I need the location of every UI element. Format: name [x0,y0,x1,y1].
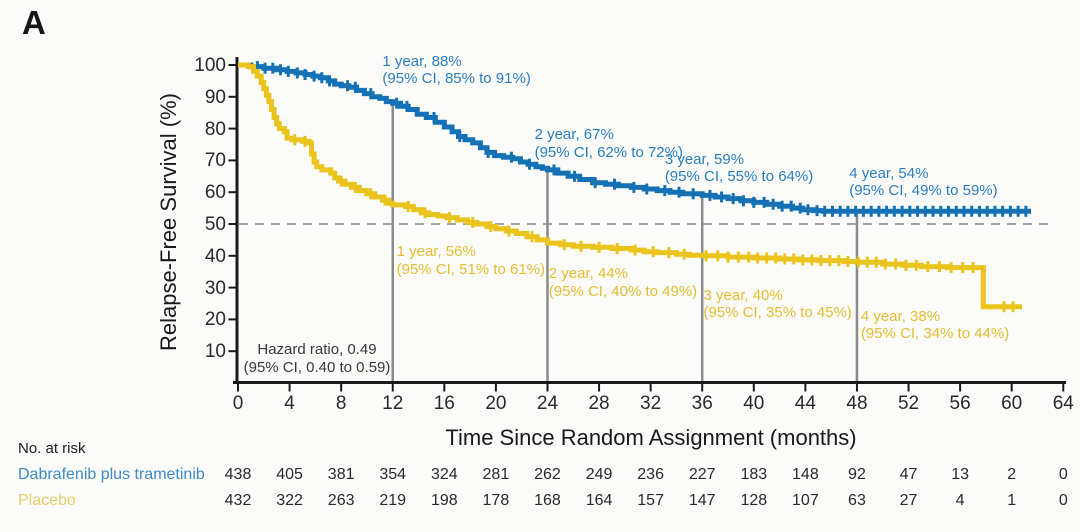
risk-count: 236 [637,466,664,483]
x-tick-label: 24 [536,393,559,414]
risk-count: 219 [379,492,407,509]
annotation-line1: 2 year, 67% [534,126,614,144]
x-tick-label: 0 [232,393,244,414]
annotation-line1: 4 year, 54% [849,164,929,182]
annotation-placebo-2yr: 2 year, 44% (95% CI, 40% to 49%) [549,265,697,300]
x-tick-label: 64 [1052,393,1074,414]
risk-count: 249 [585,466,613,483]
panel-label: A [22,4,46,41]
risk-count: 92 [848,466,866,483]
risk-count: 198 [430,492,458,509]
annotation-line2: (95% CI, 40% to 49%) [548,282,698,300]
curve-treatment [238,62,1031,214]
risk-count: 322 [276,492,303,509]
annotation-line2: (95% CI, 49% to 59%) [849,182,998,200]
x-tick-label: 12 [382,393,404,414]
x-tick-label: 60 [1001,393,1023,414]
y-tick-label: 100 [194,55,226,76]
risk-count: 438 [224,466,252,483]
risk-count: 157 [637,492,664,509]
annotation-line2: (95% CI, 51% to 61%) [396,260,545,278]
annotation-placebo-3yr: 3 year, 40% (95% CI, 35% to 45%) [704,287,852,322]
risk-count: 1 [1007,492,1017,509]
risk-count: 47 [899,466,918,483]
x-tick-label: 40 [743,393,765,414]
annotation-line1: 2 year, 44% [548,265,628,283]
risk-count: 432 [224,492,252,509]
risk-count: 183 [740,466,768,483]
risk-count: 168 [534,492,561,509]
risk-row-label-placebo: Placebo [18,492,76,509]
x-tick-label: 36 [691,393,713,414]
annotation-line2: (95% CI, 55% to 64%) [664,168,814,186]
x-tick-label: 16 [433,393,455,414]
risk-count: 263 [327,492,355,509]
annotation-line1: 3 year, 40% [703,286,783,304]
risk-count: 405 [276,466,303,483]
annotation-treatment-4yr: 4 year, 54% (95% CI, 49% to 59%) [849,165,997,200]
risk-row-label-treatment: Dabrafenib plus trametinib [18,466,205,483]
y-tick-label: 60 [204,182,226,204]
risk-count: 324 [430,466,458,483]
risk-table-header: No. at risk [18,440,86,457]
x-tick-label: 32 [640,393,662,414]
risk-count: 128 [740,492,768,509]
y-tick-label: 20 [204,309,226,331]
risk-count: 2 [1007,466,1017,483]
annotation-placebo-4yr: 4 year, 38% (95% CI, 34% to 44%) [861,308,1009,343]
y-tick-label: 30 [204,277,226,299]
annotation-line1: 1 year, 56% [396,243,476,261]
y-tick-label: 90 [204,86,226,108]
risk-count: 0 [1058,492,1068,509]
risk-count: 227 [688,466,716,483]
x-tick-label: 28 [588,393,610,414]
y-tick-label: 70 [204,150,226,172]
x-tick-label: 20 [485,393,507,414]
annotation-treatment-1yr: 1 year, 88% (95% CI, 85% to 91%) [382,53,530,88]
annotation-line2: (95% CI, 34% to 44%) [860,325,1010,343]
x-tick-label: 4 [284,393,295,414]
annotation-line1: 3 year, 59% [664,150,745,168]
risk-count: 262 [534,466,561,483]
risk-count: 147 [688,492,716,509]
annotation-treatment-3yr: 3 year, 59% (95% CI, 55% to 64%) [665,151,813,186]
risk-count: 27 [899,492,918,509]
y-tick-label: 40 [204,245,226,267]
annotation-line2: (95% CI, 62% to 72%) [534,143,683,161]
x-tick-label: 8 [335,393,347,414]
risk-count: 0 [1058,466,1068,483]
y-tick-label: 10 [204,341,226,363]
x-tick-label: 56 [949,393,971,414]
risk-count: 4 [955,492,965,509]
hazard-ratio-note: Hazard ratio, 0.49 (95% CI, 0.40 to 0.59… [236,341,398,376]
annotation-line2: (95% CI, 35% to 45%) [703,304,852,322]
risk-count: 354 [379,466,407,483]
x-tick-label: 48 [846,393,868,414]
annotation-placebo-1yr: 1 year, 56% (95% CI, 51% to 61%) [397,243,545,278]
y-tick-label: 50 [204,214,226,235]
annotation-line1: 1 year, 88% [382,52,462,70]
risk-count: 281 [482,466,510,483]
x-axis-title: Time Since Random Assignment (months) [445,425,857,450]
hazard-ratio-line1: Hazard ratio, 0.49 [257,341,377,358]
risk-count: 178 [482,492,510,509]
risk-count: 164 [585,492,613,509]
annotation-line2: (95% CI, 85% to 91%) [382,70,531,88]
hazard-ratio-line2: (95% CI, 0.40 to 0.59) [243,358,391,376]
annotation-line1: 4 year, 38% [860,307,941,325]
risk-count: 63 [848,492,866,509]
risk-count: 107 [792,492,819,509]
y-tick-label: 80 [204,118,226,140]
risk-count: 148 [792,466,819,483]
risk-count: 13 [951,466,969,483]
x-tick-label: 52 [897,393,920,414]
x-tick-label: 44 [794,393,816,414]
annotation-treatment-2yr: 2 year, 67% (95% CI, 62% to 72%) [535,126,683,161]
risk-count: 381 [327,466,355,483]
